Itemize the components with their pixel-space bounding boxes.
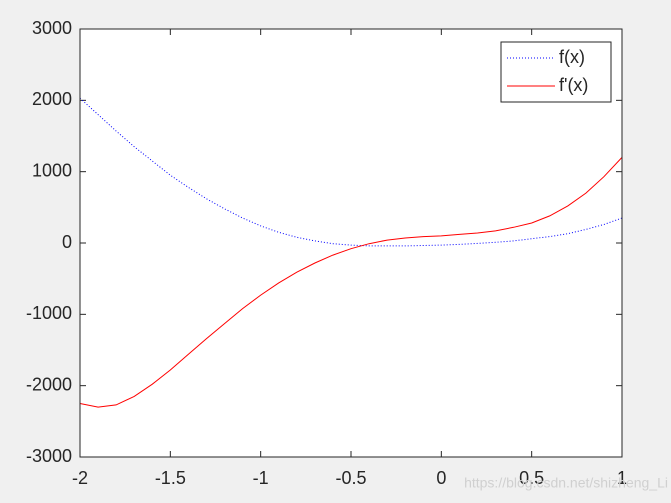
axes-box xyxy=(79,28,623,458)
legend-label: f'(x) xyxy=(559,75,588,95)
x-tick-label: -1.5 xyxy=(155,468,186,488)
watermark: https://blog.csdn.net/shizheng_Li xyxy=(464,475,668,491)
x-tick-label: -1 xyxy=(253,468,269,488)
y-tick-label: -3000 xyxy=(26,446,72,466)
y-tick-label: -1000 xyxy=(26,303,72,323)
x-tick-label: 0.5 xyxy=(519,468,544,488)
line-series xyxy=(79,157,623,408)
x-tick-label: 1 xyxy=(617,468,627,488)
y-tick-label: -2000 xyxy=(26,374,72,394)
line-series xyxy=(79,97,623,247)
legend-label: f(x) xyxy=(559,47,585,67)
x-tick-label: 0 xyxy=(436,468,446,488)
y-tick-label: 3000 xyxy=(32,18,72,38)
x-tick-label: -0.5 xyxy=(335,468,366,488)
y-tick-label: 0 xyxy=(62,232,72,252)
y-tick-label: 2000 xyxy=(32,89,72,109)
legend-box xyxy=(500,41,612,103)
x-tick-label: -2 xyxy=(72,468,88,488)
y-tick-label: 1000 xyxy=(32,160,72,180)
